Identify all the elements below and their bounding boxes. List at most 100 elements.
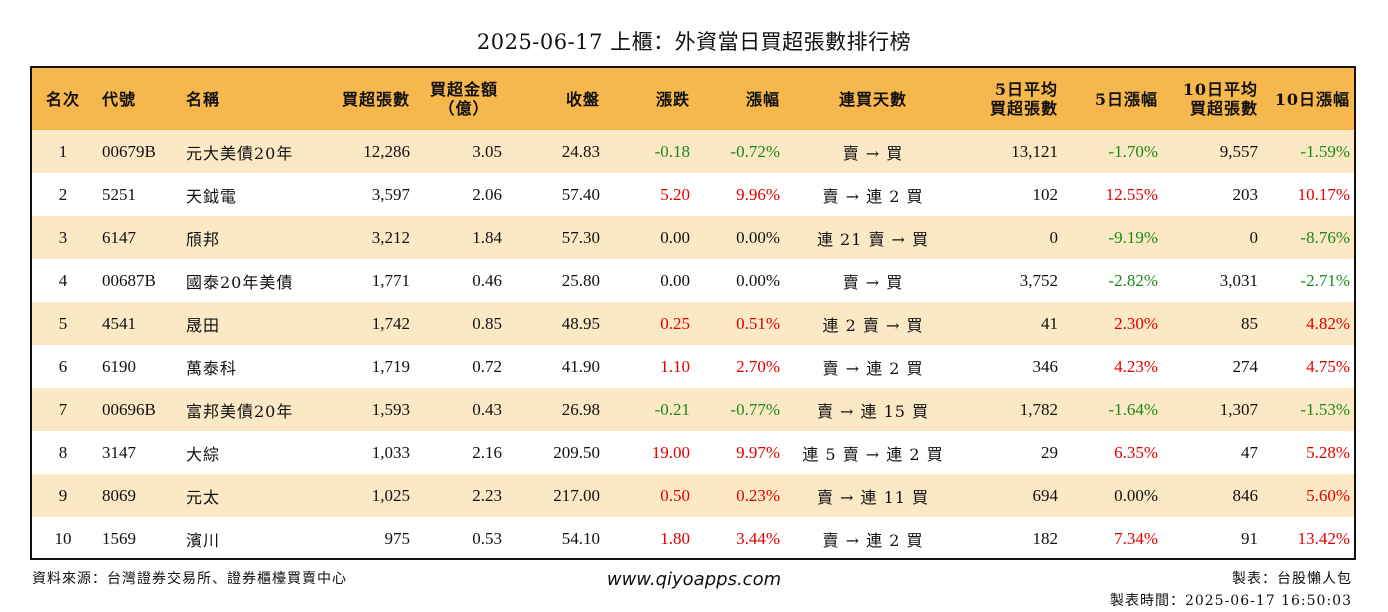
cell-avg5: 694: [1032, 485, 1059, 505]
cell-close: 54.10: [561, 528, 600, 548]
cell-avg5: 182: [1032, 528, 1059, 548]
ranking-table: 名次 代號 名稱 買超張數 買超金額 （億） 收盤 漲跌 漲幅 連買天數 5日平均…: [32, 68, 1354, 558]
cell-name: 富邦美債20年: [186, 401, 294, 421]
cell-pct5: 6.35%: [1114, 442, 1158, 462]
cell-shares: 1,771: [371, 270, 410, 290]
cell-amount: 1.84: [472, 227, 502, 247]
cell-shares: 975: [384, 528, 411, 548]
cell-change: 0.25: [660, 313, 690, 333]
cell-rank: 8: [58, 442, 68, 462]
cell-close: 24.83: [561, 141, 600, 161]
cell-change: 5.20: [660, 184, 690, 204]
cell-avg5: 1,782: [1019, 399, 1058, 419]
cell-close: 57.40: [561, 184, 600, 204]
table-row: 8 3147 大綜 1,033 2.16 209.50 19.00 9.97% 連 5 賣 → …: [32, 431, 1354, 474]
cell-streak: 賣 → 連 11 買: [816, 487, 930, 507]
cell-change: -0.21: [654, 399, 690, 419]
cell-pct10: 4.75%: [1306, 356, 1350, 376]
header-change: 漲跌: [655, 89, 690, 109]
cell-pct5: 4.23%: [1114, 356, 1158, 376]
cell-close: 209.50: [553, 442, 600, 462]
cell-avg5: 29: [1041, 442, 1058, 462]
maker-label: 製表：台股懶人包: [1232, 571, 1352, 587]
cell-pct: 0.23%: [736, 485, 780, 505]
cell-code: 00679B: [102, 141, 156, 161]
website-link[interactable]: www.qiyoapps.com: [606, 569, 782, 590]
cell-streak: 連 21 賣 → 買: [816, 229, 930, 249]
cell-streak: 賣 → 買: [842, 143, 904, 163]
cell-streak: 賣 → 連 15 買: [816, 401, 930, 421]
table-body: 1 00679B 元大美債20年 12,286 3.05 24.83 -0.18 -0.72%…: [32, 130, 1354, 558]
cell-avg5: 13,121: [1011, 141, 1058, 161]
cell-pct5: 12.55%: [1105, 184, 1158, 204]
cell-amount: 0.43: [472, 399, 502, 419]
cell-pct10: 13.42%: [1297, 528, 1350, 548]
cell-close: 25.80: [561, 270, 600, 290]
cell-rank: 2: [58, 184, 68, 204]
cell-code: 6190: [102, 356, 136, 376]
header-name: 名稱: [186, 89, 221, 109]
cell-name: 大綜: [186, 444, 221, 464]
cell-shares: 1,593: [371, 399, 410, 419]
cell-amount: 0.85: [472, 313, 502, 333]
cell-close: 41.90: [561, 356, 600, 376]
cell-change: 1.80: [660, 528, 690, 548]
cell-code: 4541: [102, 313, 136, 333]
header-pct10: 10日漲幅: [1274, 89, 1350, 109]
cell-shares: 12,286: [363, 141, 410, 161]
header-shares: 買超張數: [341, 89, 410, 109]
cell-amount: 2.16: [472, 442, 502, 462]
cell-amount: 3.05: [472, 141, 502, 161]
cell-name: 晟田: [186, 315, 221, 335]
cell-close: 48.95: [561, 313, 600, 333]
cell-shares: 3,212: [371, 227, 410, 247]
cell-shares: 1,033: [371, 442, 410, 462]
cell-pct10: -8.76%: [1300, 227, 1350, 247]
cell-amount: 0.72: [472, 356, 502, 376]
cell-avg10: 203: [1232, 184, 1259, 204]
table-row: 9 8069 元太 1,025 2.23 217.00 0.50 0.23% 賣 → 連 11 …: [32, 474, 1354, 517]
cell-avg5: 102: [1032, 184, 1059, 204]
cell-name: 天鉞電: [186, 186, 238, 206]
cell-amount: 2.06: [472, 184, 502, 204]
cell-rank: 9: [58, 485, 68, 505]
cell-streak: 賣 → 連 2 買: [822, 186, 924, 206]
table-row: 3 6147 頎邦 3,212 1.84 57.30 0.00 0.00% 連 21 賣 → 買…: [32, 216, 1354, 259]
cell-code: 00687B: [102, 270, 156, 290]
cell-pct10: -1.53%: [1300, 399, 1350, 419]
cell-avg5: 346: [1032, 356, 1059, 376]
cell-pct5: 0.00%: [1114, 485, 1158, 505]
cell-avg5: 3,752: [1019, 270, 1058, 290]
cell-close: 217.00: [553, 485, 600, 505]
cell-rank: 10: [54, 528, 72, 548]
cell-code: 00696B: [102, 399, 156, 419]
cell-pct: 9.96%: [736, 184, 780, 204]
cell-amount: 2.23: [472, 485, 502, 505]
cell-streak: 連 2 賣 → 買: [822, 315, 924, 335]
cell-avg10: 1,307: [1219, 399, 1258, 419]
cell-pct5: 2.30%: [1114, 313, 1158, 333]
cell-change: 0.50: [660, 485, 690, 505]
cell-pct5: -1.64%: [1108, 399, 1158, 419]
cell-pct10: -1.59%: [1300, 141, 1350, 161]
cell-pct: -0.77%: [730, 399, 780, 419]
cell-close: 57.30: [561, 227, 600, 247]
table-header: 名次 代號 名稱 買超張數 買超金額 （億） 收盤 漲跌 漲幅 連買天數 5日平均…: [32, 68, 1354, 130]
cell-shares: 1,025: [371, 485, 410, 505]
header-pct5: 5日漲幅: [1094, 89, 1158, 109]
cell-avg10: 9,557: [1219, 141, 1258, 161]
header-pct: 漲幅: [745, 89, 780, 109]
cell-rank: 3: [58, 227, 68, 247]
header-avg5: 5日平均 買超張數: [989, 80, 1058, 118]
cell-name: 國泰20年美債: [186, 272, 294, 292]
cell-change: 0.00: [660, 227, 690, 247]
header-code: 代號: [102, 89, 137, 109]
cell-name: 元大美債20年: [186, 143, 294, 163]
cell-name: 頎邦: [186, 229, 221, 249]
table-row: 5 4541 晟田 1,742 0.85 48.95 0.25 0.51% 連 2 賣 → 買 4…: [32, 302, 1354, 345]
cell-pct10: 4.82%: [1306, 313, 1350, 333]
cell-rank: 1: [58, 141, 68, 161]
cell-streak: 賣 → 連 2 買: [822, 530, 924, 550]
cell-amount: 0.46: [472, 270, 502, 290]
page-title: 2025-06-17 上櫃：外資當日買超張數排行榜: [476, 30, 912, 54]
